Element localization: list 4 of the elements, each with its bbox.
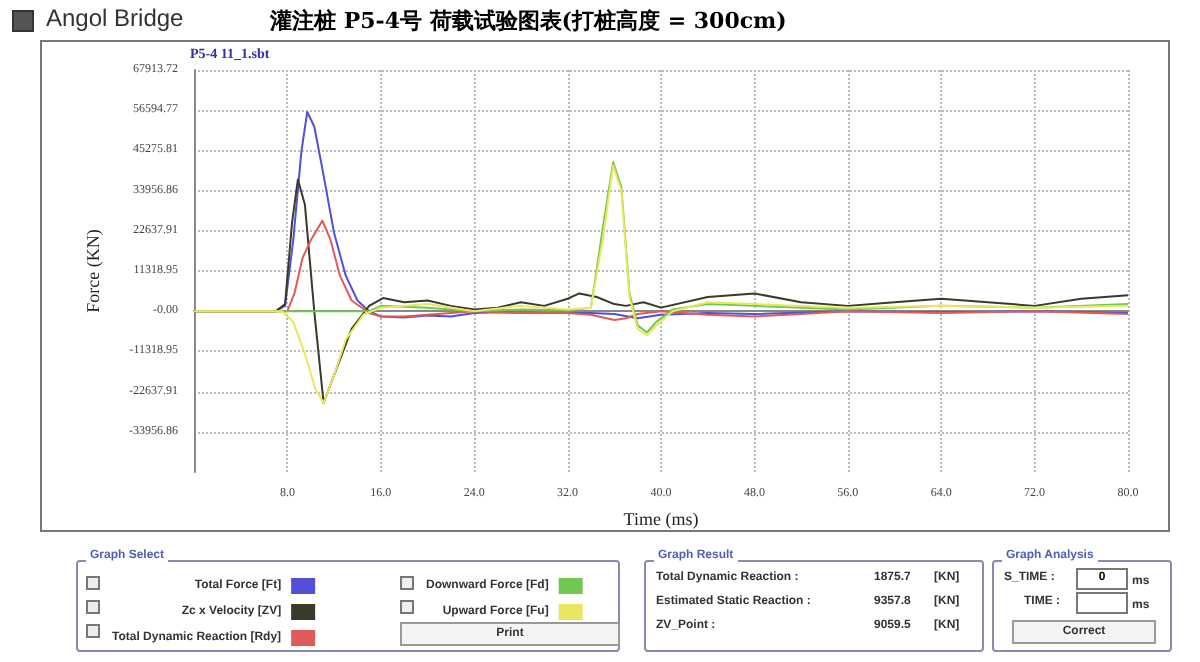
text: Angol Bridge xyxy=(46,4,184,32)
y-axis-title: Force (KN) xyxy=(83,229,103,313)
chart-title: 灌注桩 P5-4号 荷载试验图表(打桩高度 = 300cm) xyxy=(270,6,787,36)
x-axis-title: Time (ms) xyxy=(623,508,699,529)
